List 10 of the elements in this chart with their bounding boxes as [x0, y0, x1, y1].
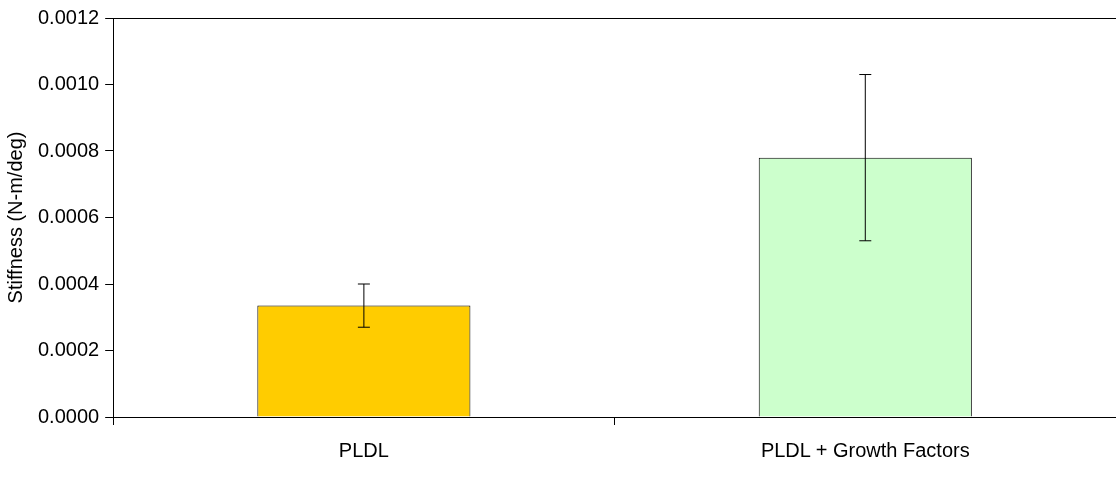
- y-tick-label: 0.0008: [38, 138, 100, 161]
- y-tick-label: 0.0012: [38, 5, 100, 28]
- y-tick-label: 0.0010: [38, 72, 100, 95]
- y-axis-title: Stiffness (N-m/deg): [3, 131, 26, 304]
- y-tick-label: 0.0002: [38, 338, 100, 361]
- y-tick-label: 0.0006: [38, 205, 100, 228]
- x-tick-label: PLDL: [338, 438, 389, 461]
- y-tick-label: 0.0000: [38, 404, 100, 427]
- y-tick-label: 0.0004: [38, 271, 100, 294]
- x-tick-label: PLDL + Growth Factors: [760, 438, 970, 461]
